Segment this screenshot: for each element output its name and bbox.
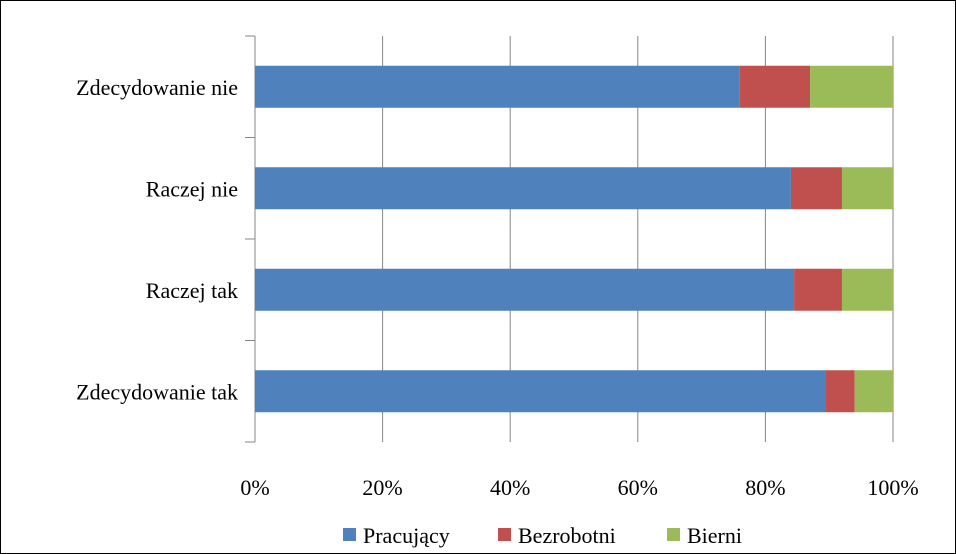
bar-segment <box>841 167 893 210</box>
legend-swatch <box>498 528 511 541</box>
bar-segment <box>255 65 740 108</box>
bar-segment <box>255 167 791 210</box>
bar-segment <box>826 370 855 413</box>
bars <box>255 65 893 413</box>
legend: Pracujący Bezrobotni Bierni <box>343 523 742 548</box>
x-tick-label: 60% <box>618 475 658 500</box>
x-tick-label: 20% <box>362 475 402 500</box>
category-axis <box>245 35 256 443</box>
x-tick-label: 80% <box>745 475 785 500</box>
bar-segment <box>790 167 842 210</box>
legend-label: Bierni <box>687 523 742 548</box>
bar-segment <box>739 65 811 108</box>
x-tick-label: 40% <box>490 475 530 500</box>
legend-label: Bezrobotni <box>518 523 616 548</box>
legend-label: Pracujący <box>363 523 450 548</box>
bar-segment <box>810 65 893 108</box>
category-label: Raczej tak <box>146 278 238 303</box>
category-label: Zdecydowanie tak <box>76 379 238 404</box>
legend-swatch <box>343 528 356 541</box>
category-labels: Zdecydowanie nie Raczej nie Raczej tak Zdec… <box>76 75 238 405</box>
bar-segment <box>255 268 795 311</box>
category-label: Raczej nie <box>146 176 238 201</box>
x-tick-label: 0% <box>240 475 269 500</box>
bar-segment <box>841 268 893 311</box>
bar-segment <box>794 268 842 311</box>
legend-swatch <box>667 528 680 541</box>
category-label: Zdecydowanie nie <box>76 75 238 100</box>
bar-segment <box>854 370 893 413</box>
bar-segment <box>255 370 827 413</box>
x-tick-labels: 0% 20% 40% 60% 80% 100% <box>240 475 918 500</box>
x-tick-label: 100% <box>867 475 918 500</box>
